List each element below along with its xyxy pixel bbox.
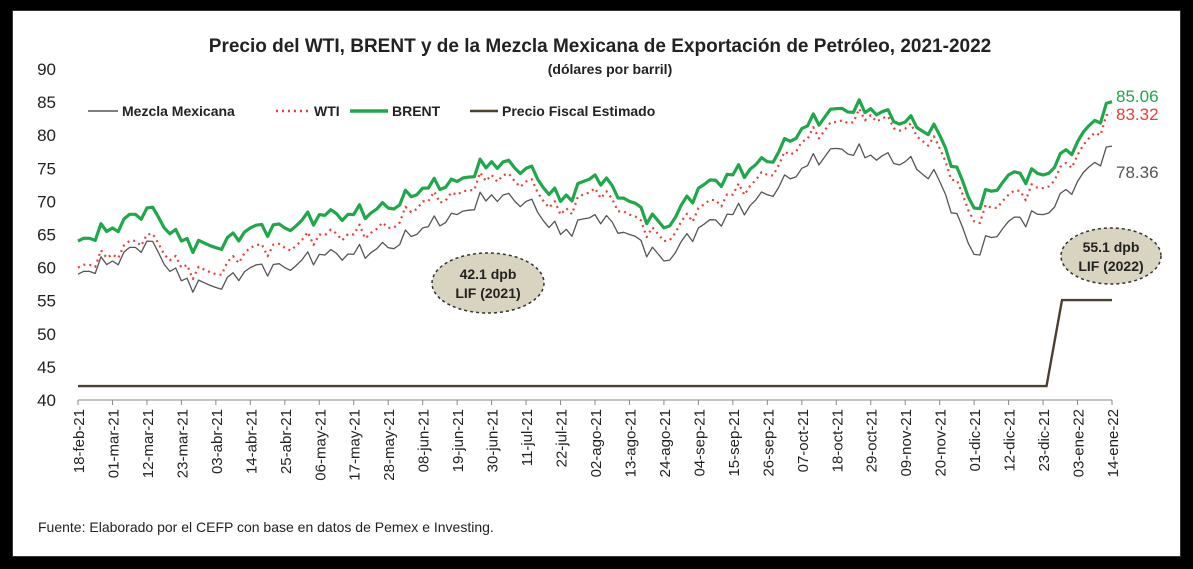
x-tick-label: 14-abr-21 (243, 409, 260, 474)
x-tick-label: 03-abr-21 (209, 409, 226, 474)
annotations: 42.1 dpb LIF (2021) 55.1 dpb LIF (2022) (431, 227, 1162, 314)
source-note: Fuente: Elaborado por el CEFP con base e… (38, 519, 494, 535)
x-tick-label: 17-may-21 (347, 409, 364, 481)
y-tick-label: 75 (37, 159, 56, 178)
x-tick-label: 29-oct-21 (864, 409, 881, 472)
x-tick-label: 13-ago-21 (622, 409, 639, 477)
x-tick-label: 15-sep-21 (726, 409, 743, 477)
x-tick-label: 12-dic-21 (1002, 409, 1019, 472)
x-tick-label: 22-jul-21 (554, 409, 571, 467)
x-tick-label: 18-oct-21 (829, 409, 846, 472)
annotation-line1: 42.1 dpb (460, 266, 517, 282)
y-tick-label: 80 (37, 126, 56, 145)
x-tick-label: 11-jul-21 (519, 409, 536, 466)
x-tick-label: 19-jun-21 (450, 409, 467, 472)
series-line-mezcla (77, 143, 1113, 293)
x-tick-label: 25-abr-21 (278, 409, 295, 474)
x-tick-label: 01-dic-21 (967, 409, 984, 472)
x-tick-label: 14-ene-22 (1105, 409, 1122, 477)
x-tick-label: 09-nov-21 (898, 409, 915, 477)
legend-label-mezcla: Mezcla Mexicana (122, 103, 235, 119)
x-tick-label: 06-may-21 (312, 409, 329, 481)
series-line-fiscal (78, 298, 1112, 388)
x-tick-label: 18-feb-21 (71, 409, 88, 473)
chart-title: Precio del WTI, BRENT y de la Mezcla Mex… (209, 36, 991, 57)
y-tick-label: 85 (37, 93, 56, 112)
y-tick-label: 45 (37, 358, 56, 377)
y-tick-label: 55 (37, 292, 56, 311)
legend-label-fiscal: Precio Fiscal Estimado (502, 103, 655, 119)
legend-label-brent: BRENT (392, 103, 441, 119)
annotation-line2: LIF (2021) (455, 285, 520, 301)
x-tick-label: 04-sep-21 (691, 409, 708, 477)
x-tick-label: 24-ago-21 (657, 409, 674, 477)
chart-subtitle: (dólares por barril) (548, 61, 672, 77)
x-tick-label: 26-sep-21 (760, 409, 777, 477)
y-tick-label: 70 (37, 192, 56, 211)
y-tick-label: 40 (37, 391, 56, 410)
end-label-brent: 85.06 (1116, 87, 1159, 106)
x-tick-label: 01-mar-21 (105, 409, 122, 478)
annotation-ellipse (431, 252, 545, 314)
series-line-brent (77, 98, 1113, 255)
end-label-mezcla: 78.36 (1116, 163, 1159, 182)
x-tick-label: 23-mar-21 (174, 409, 191, 478)
end-label-wti: 83.32 (1116, 105, 1159, 124)
y-tick-label: 65 (37, 226, 56, 245)
x-tick-label: 30-jun-21 (485, 409, 502, 472)
y-axis: 90 85 80 75 70 65 60 55 50 45 40 (37, 60, 56, 410)
x-tick-label: 28-may-21 (381, 409, 398, 481)
x-tick-label: 07-oct-21 (795, 409, 812, 472)
x-tick-label: 03-ene-22 (1071, 409, 1088, 477)
legend: Mezcla Mexicana WTI BRENT Precio Fiscal Est… (88, 103, 655, 119)
annotation-ellipse (1060, 227, 1162, 285)
x-tick-label: 20-nov-21 (933, 409, 950, 477)
y-tick-label: 60 (37, 259, 56, 278)
x-tick-label: 08-jun-21 (416, 409, 433, 472)
series-group (77, 98, 1113, 388)
annotation-line2: LIF (2022) (1078, 258, 1143, 274)
x-axis: 18-feb-21 01-mar-21 12-mar-21 23-mar-21 03-a… (71, 399, 1122, 481)
series-line-wti (77, 107, 1113, 281)
x-tick-label: 02-ago-21 (588, 409, 605, 477)
annotation-line1: 55.1 dpb (1083, 239, 1140, 255)
y-tick-label: 90 (37, 60, 56, 79)
legend-label-wti: WTI (314, 103, 340, 119)
x-tick-label: 12-mar-21 (140, 409, 157, 478)
y-tick-label: 50 (37, 325, 56, 344)
x-tick-label: 23-dic-21 (1036, 409, 1053, 472)
